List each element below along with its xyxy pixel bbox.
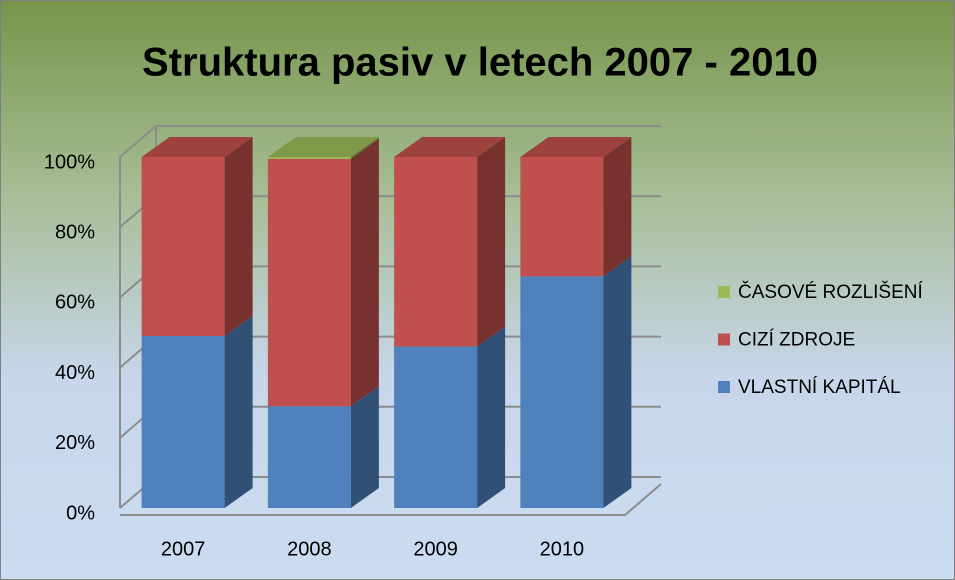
legend-label: VLASTNÍ KAPITÁL <box>738 377 901 398</box>
bar-segment <box>267 157 351 159</box>
bar-side <box>477 326 506 508</box>
bar-side <box>477 137 506 347</box>
legend-label: CIZÍ ZDROJE <box>738 330 855 351</box>
bar-segment <box>394 157 478 347</box>
y-tick-label: 0% <box>66 502 95 524</box>
bar-top <box>267 137 379 157</box>
bar-segment <box>394 346 478 508</box>
bar-segment <box>267 406 351 508</box>
bar-side <box>350 137 379 159</box>
x-tick-label: 2008 <box>287 538 332 560</box>
bar-top <box>394 137 506 157</box>
bar-top <box>520 137 632 157</box>
x-tick-label: 2010 <box>540 538 585 560</box>
bar-side <box>350 138 379 407</box>
legend-label: ČASOVÉ ROZLIŠENÍ <box>738 281 923 303</box>
bar-segment <box>520 276 604 508</box>
bar-side <box>350 386 379 508</box>
bar-side <box>603 256 632 508</box>
legend-swatch <box>718 381 730 393</box>
x-tick-label: 2009 <box>413 538 458 560</box>
bar-side <box>603 137 632 277</box>
bar-segment <box>141 336 225 508</box>
x-tick-label: 2007 <box>161 538 206 560</box>
floor <box>120 483 662 516</box>
y-tick-label: 40% <box>55 362 95 384</box>
bar-segment <box>520 157 604 277</box>
bar-segment <box>141 157 225 337</box>
bar-segment <box>267 158 351 407</box>
chart-title: Struktura pasiv v letech 2007 - 2010 <box>142 41 818 85</box>
legend-swatch <box>718 333 730 346</box>
bar-side <box>224 316 253 508</box>
y-tick-label: 20% <box>55 432 95 454</box>
side-grid-line <box>119 125 157 158</box>
y-tick-label: 100% <box>44 151 95 173</box>
y-tick-label: 60% <box>55 292 95 314</box>
y-tick-label: 80% <box>55 221 95 243</box>
legend-swatch <box>718 286 730 298</box>
bar-top <box>141 137 253 157</box>
bar-side <box>224 137 253 337</box>
